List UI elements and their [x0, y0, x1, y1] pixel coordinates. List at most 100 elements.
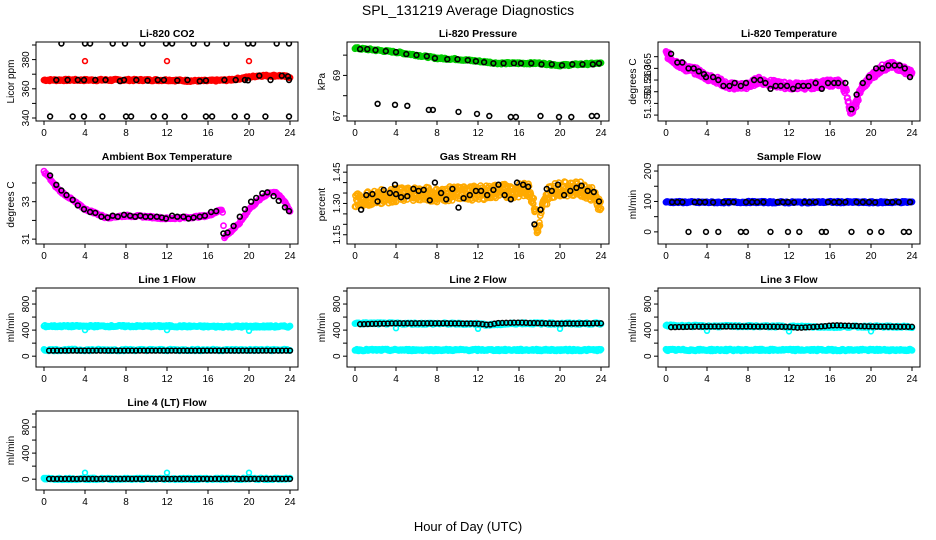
plot-area — [40, 167, 294, 242]
data-point — [542, 320, 549, 327]
series-average — [357, 179, 603, 228]
series-raw — [662, 48, 916, 117]
data-point — [699, 323, 706, 330]
data-point — [202, 113, 210, 120]
data-point — [65, 347, 73, 354]
data-point — [105, 475, 112, 483]
data-point — [404, 320, 411, 327]
x-tick-label: 8 — [434, 128, 440, 139]
x-tick-label: 20 — [243, 374, 255, 385]
data-point — [380, 320, 387, 327]
y-tick-label: 51.350 — [643, 88, 654, 119]
y-tick-label: 0 — [21, 353, 32, 359]
data-point — [784, 228, 792, 236]
data-point — [104, 214, 111, 221]
data-point — [196, 77, 204, 85]
data-point — [833, 322, 841, 329]
data-point — [360, 320, 368, 328]
data-point — [569, 61, 576, 68]
data-point — [105, 347, 112, 354]
y-tick-label: 0 — [21, 476, 32, 482]
data-point — [275, 475, 282, 483]
data-point — [244, 77, 252, 84]
data-point — [181, 113, 188, 120]
data-point — [140, 347, 148, 354]
data-point — [582, 320, 589, 327]
y-tick-label: 200 — [643, 162, 654, 179]
data-point — [124, 347, 132, 354]
data-point — [737, 228, 744, 236]
data-point — [235, 475, 242, 483]
data-point — [597, 320, 605, 327]
data-point — [829, 322, 837, 329]
data-point — [128, 347, 136, 354]
data-point — [255, 475, 262, 483]
y-tick-label: 400 — [643, 321, 654, 338]
panel-title: Li-820 Temperature — [741, 28, 837, 40]
x-tick-label: 12 — [161, 251, 173, 262]
data-point — [114, 213, 122, 220]
y-tick-label: 400 — [21, 444, 32, 461]
data-point — [156, 347, 163, 354]
data-point — [231, 475, 238, 483]
data-point — [251, 347, 258, 354]
data-point — [152, 475, 159, 483]
x-tick-label: 12 — [161, 128, 173, 139]
y-axis-label: kPa — [317, 72, 328, 90]
data-point — [562, 320, 569, 327]
series-average-high — [58, 42, 293, 47]
data-point — [64, 76, 71, 84]
data-point — [192, 347, 199, 354]
data-point — [168, 475, 175, 483]
data-point — [168, 42, 176, 47]
data-point — [782, 323, 789, 330]
data-point — [150, 113, 157, 120]
data-point — [192, 475, 199, 483]
y-axis-label: percent — [317, 188, 328, 222]
plot-area — [662, 48, 916, 117]
y-tick-label: 400 — [332, 321, 343, 338]
data-point — [271, 347, 278, 354]
data-point — [163, 326, 171, 334]
x-tick-label: 24 — [284, 128, 296, 139]
data-point — [241, 76, 249, 84]
data-point — [199, 347, 207, 354]
data-point — [901, 65, 908, 72]
x-tick-label: 4 — [82, 374, 88, 385]
data-point — [249, 42, 257, 47]
data-point — [548, 187, 555, 195]
data-point — [835, 198, 843, 206]
data-point — [211, 475, 219, 483]
x-tick-label: 20 — [865, 251, 877, 262]
data-point — [120, 211, 128, 219]
data-point — [392, 190, 400, 198]
x-tick-label: 20 — [243, 497, 255, 508]
data-point — [285, 42, 293, 47]
data-point — [455, 108, 462, 116]
data-point — [245, 57, 253, 65]
data-point — [767, 228, 774, 236]
x-tick-label: 0 — [663, 251, 669, 262]
data-point — [81, 469, 89, 476]
data-point — [227, 475, 234, 483]
data-point — [586, 320, 593, 327]
data-point — [667, 50, 675, 57]
data-point — [245, 327, 253, 334]
x-tick-label: 24 — [284, 374, 296, 385]
data-point — [507, 196, 514, 203]
y-tick-label: 51.360 — [643, 64, 654, 95]
data-point — [731, 79, 738, 87]
data-point — [400, 320, 407, 327]
series-average — [46, 172, 293, 237]
data-point — [435, 320, 443, 327]
x-tick-label: 4 — [82, 251, 88, 262]
data-point — [69, 113, 76, 120]
data-point — [814, 323, 821, 330]
data-point — [762, 79, 769, 87]
data-point — [742, 79, 750, 87]
data-point — [715, 228, 722, 236]
data-point — [746, 323, 754, 330]
x-tick-label: 0 — [41, 374, 47, 385]
y-tick-label: 69 — [332, 69, 343, 81]
panel-title: Li-820 Pressure — [439, 28, 517, 40]
